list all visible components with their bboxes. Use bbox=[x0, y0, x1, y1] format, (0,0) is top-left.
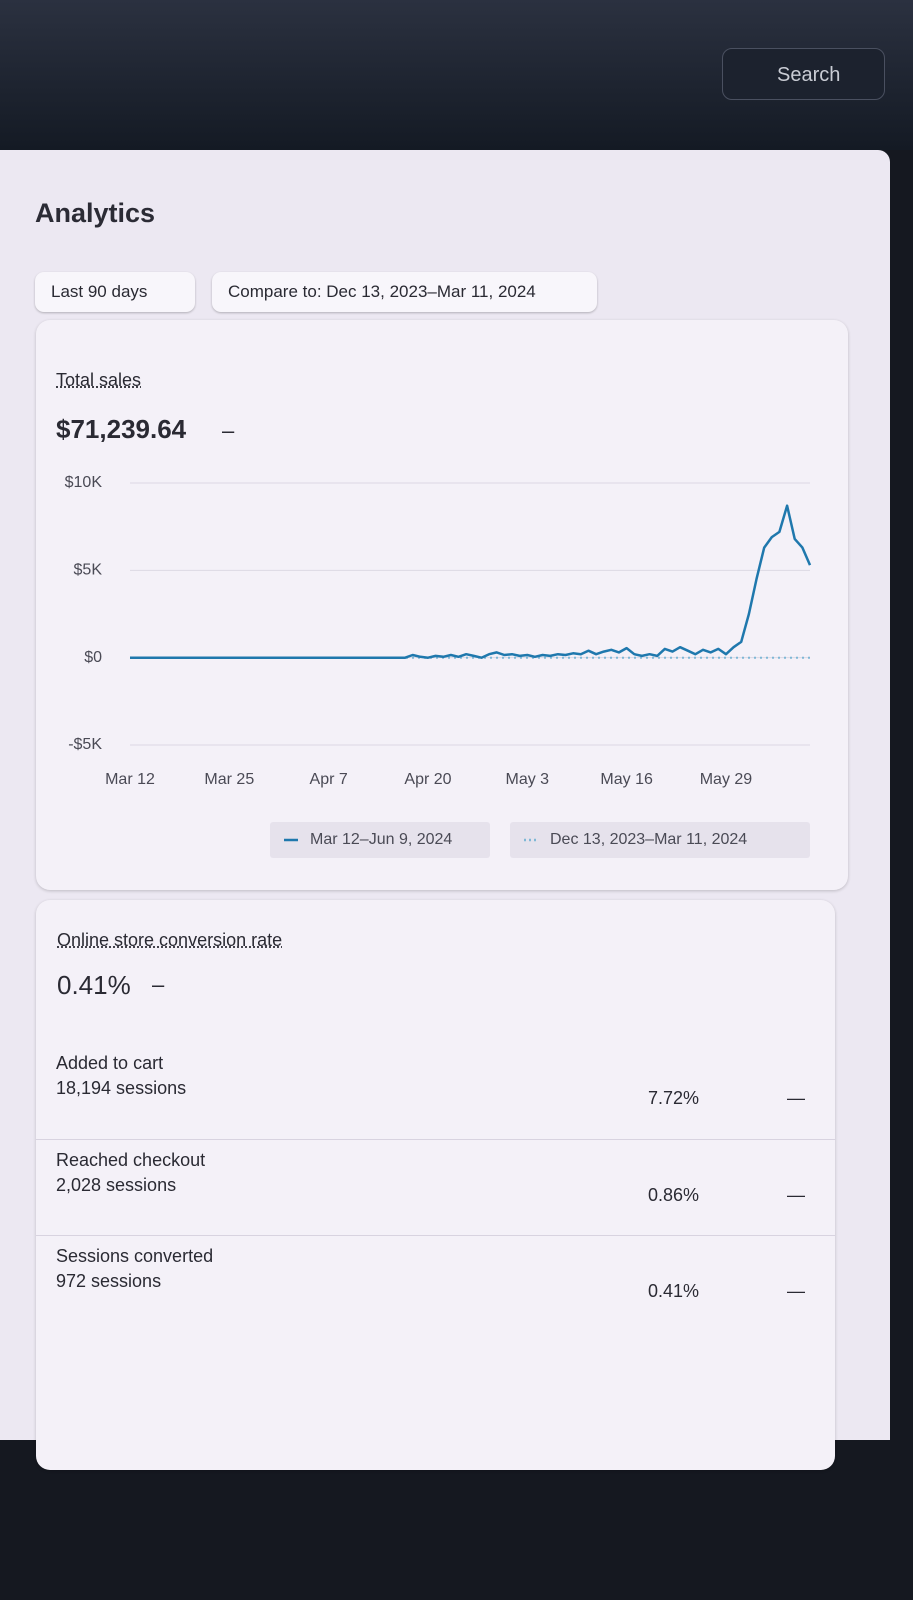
row-sessions: 2,028 sessions bbox=[56, 1175, 177, 1195]
row-label: Added to cart bbox=[56, 1053, 164, 1073]
search-box[interactable]: Search bbox=[722, 48, 885, 100]
row-change: — bbox=[787, 1281, 805, 1301]
conversion-card bbox=[36, 900, 835, 1470]
legend-label: Mar 12–Jun 9, 2024 bbox=[310, 831, 452, 848]
y-tick-label: -$5K bbox=[68, 736, 102, 753]
funnel-row: Reached checkout 2,028 sessions 0.86% — bbox=[36, 1139, 835, 1236]
y-tick-label: $10K bbox=[65, 474, 103, 491]
x-tick-label: Mar 25 bbox=[204, 771, 254, 788]
card-label: Online store conversion rate bbox=[57, 930, 283, 950]
x-tick-label: Apr 20 bbox=[404, 771, 451, 788]
x-tick-label: May 3 bbox=[506, 771, 550, 788]
row-label: Sessions converted bbox=[56, 1246, 214, 1266]
compare-button[interactable]: Compare to: Dec 13, 2023–Mar 11, 2024 bbox=[212, 272, 597, 312]
conversion-value: 0.41% bbox=[57, 970, 131, 1000]
date-range-button[interactable]: Last 90 days bbox=[35, 272, 195, 312]
funnel-row: Sessions converted 972 sessions 0.41% — bbox=[36, 1235, 835, 1332]
row-rate: 0.41% bbox=[647, 1281, 699, 1301]
row-label: Reached checkout bbox=[56, 1150, 206, 1170]
conversion-change: – bbox=[152, 972, 165, 997]
y-tick-label: $5K bbox=[74, 562, 103, 579]
sales-change: – bbox=[222, 418, 235, 443]
x-tick-label: May 16 bbox=[600, 771, 653, 788]
row-sessions: 18,194 sessions bbox=[56, 1078, 187, 1098]
x-tick-label: Apr 7 bbox=[310, 771, 348, 788]
y-tick-label: $0 bbox=[84, 649, 102, 666]
funnel-row: Added to cart 18,194 sessions 7.72% — bbox=[36, 1043, 835, 1139]
row-sessions: 972 sessions bbox=[56, 1271, 162, 1291]
chart: -$5K $0 $5K $10K Mar 12 Mar 25 Apr 7 Apr 20 May … bbox=[65, 474, 812, 858]
card-label: Total sales bbox=[56, 370, 142, 390]
legend-item bbox=[510, 822, 810, 858]
data-line bbox=[130, 504, 812, 659]
legend-item bbox=[270, 822, 490, 858]
x-tick-label: Mar 12 bbox=[105, 771, 155, 788]
sales-card: Total sales $71,239.64 – -$5K $0 $5K $10K Ma… bbox=[36, 320, 848, 890]
row-rate: 7.72% bbox=[647, 1088, 699, 1108]
legend-label: Dec 13, 2023–Mar 11, 2024 bbox=[550, 831, 747, 848]
row-rate: 0.86% bbox=[647, 1185, 699, 1205]
x-tick-label: May 29 bbox=[700, 771, 753, 788]
page-title: Analytics bbox=[35, 198, 156, 228]
row-change: — bbox=[787, 1185, 805, 1205]
row-change: — bbox=[787, 1088, 805, 1108]
sales-value: $71,239.64 bbox=[56, 414, 187, 444]
